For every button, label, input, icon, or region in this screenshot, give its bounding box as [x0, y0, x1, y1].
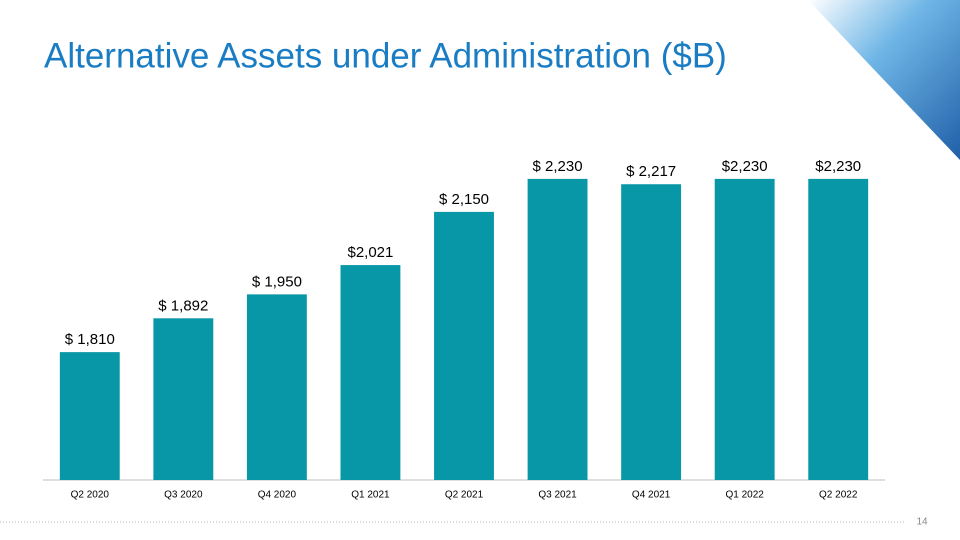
bar [808, 178, 869, 480]
x-tick-label: Q4 2021 [632, 490, 671, 501]
x-tick-label: Q1 2022 [725, 490, 764, 501]
value-label: $2,021 [347, 244, 393, 261]
chart-title: Alternative Assets under Administration … [44, 36, 727, 75]
bar [527, 178, 588, 480]
bar [434, 211, 494, 480]
bar [153, 318, 214, 480]
bar [340, 265, 401, 480]
x-tick-label: Q1 2021 [351, 490, 390, 501]
value-label: $2,230 [815, 158, 861, 175]
bar [714, 178, 775, 480]
x-tick-label: Q3 2020 [164, 490, 203, 501]
value-label: $ 1,892 [158, 297, 208, 314]
value-label: $ 2,150 [439, 191, 489, 208]
x-tick-label: Q2 2020 [71, 490, 110, 501]
x-tick-label: Q2 2022 [819, 490, 858, 501]
value-label: $2,230 [722, 158, 768, 175]
value-label: $ 2,217 [626, 163, 676, 180]
bar [59, 352, 120, 480]
x-tick-label: Q4 2020 [258, 490, 297, 501]
corner-decoration [808, 0, 960, 160]
bar [246, 294, 307, 480]
x-tick-label: Q2 2021 [445, 490, 484, 501]
x-tick-label: Q3 2021 [538, 490, 577, 501]
plot: Q2 2020 $ 1,810 Q3 2020 $ 1,892 Q4 2020 $ 1,9… [43, 158, 885, 501]
value-label: $ 1,950 [252, 273, 302, 290]
value-label: $ 1,810 [65, 331, 115, 348]
value-label: $ 2,230 [533, 158, 583, 175]
bar [621, 184, 682, 481]
page-number: 14 [916, 517, 928, 528]
